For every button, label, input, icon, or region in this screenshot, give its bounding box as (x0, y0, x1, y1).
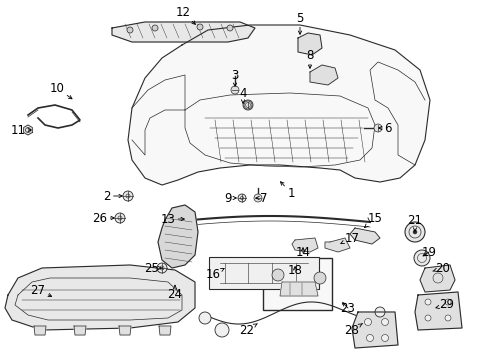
Polygon shape (325, 238, 350, 252)
Circle shape (115, 213, 125, 223)
Text: 22: 22 (240, 324, 257, 337)
Circle shape (244, 101, 252, 109)
Circle shape (157, 263, 167, 273)
Polygon shape (158, 205, 198, 268)
Circle shape (375, 307, 385, 317)
Circle shape (272, 269, 284, 281)
Circle shape (374, 124, 382, 132)
Circle shape (445, 299, 451, 305)
Circle shape (425, 299, 431, 305)
Polygon shape (292, 238, 318, 252)
Text: 1: 1 (281, 182, 295, 199)
Text: 14: 14 (295, 247, 311, 260)
Text: 5: 5 (296, 12, 304, 34)
Polygon shape (34, 326, 46, 335)
Circle shape (231, 86, 239, 94)
Circle shape (215, 323, 229, 337)
FancyBboxPatch shape (263, 258, 332, 310)
Text: 13: 13 (161, 212, 184, 225)
Text: 26: 26 (93, 212, 114, 225)
Circle shape (367, 334, 373, 342)
Circle shape (382, 334, 389, 342)
Circle shape (413, 230, 417, 234)
Text: 4: 4 (239, 86, 247, 103)
Circle shape (254, 194, 262, 202)
Circle shape (382, 319, 389, 325)
Polygon shape (415, 292, 462, 330)
Circle shape (238, 194, 246, 202)
Circle shape (199, 312, 211, 324)
Text: 12: 12 (175, 5, 196, 24)
Text: 20: 20 (433, 261, 450, 274)
Polygon shape (310, 65, 338, 85)
Circle shape (197, 24, 203, 30)
Text: 7: 7 (256, 192, 268, 204)
Circle shape (243, 100, 253, 110)
Text: 18: 18 (288, 264, 302, 276)
Text: 10: 10 (49, 81, 72, 99)
Polygon shape (24, 125, 32, 135)
Polygon shape (159, 326, 171, 335)
Polygon shape (298, 33, 322, 55)
Text: 2: 2 (103, 189, 122, 202)
Text: 3: 3 (231, 68, 239, 86)
Polygon shape (128, 25, 430, 185)
Polygon shape (119, 326, 131, 335)
Circle shape (445, 315, 451, 321)
Circle shape (405, 222, 425, 242)
Text: 17: 17 (341, 231, 360, 244)
Text: 15: 15 (365, 212, 382, 228)
Text: 23: 23 (341, 302, 355, 315)
Polygon shape (5, 265, 195, 330)
Polygon shape (112, 22, 255, 42)
FancyBboxPatch shape (209, 257, 319, 289)
Text: 9: 9 (224, 192, 236, 204)
Text: 8: 8 (306, 49, 314, 68)
Text: 21: 21 (408, 213, 422, 231)
Text: 19: 19 (421, 246, 437, 258)
Polygon shape (420, 265, 455, 292)
Polygon shape (280, 282, 318, 296)
Circle shape (414, 250, 430, 266)
Polygon shape (350, 228, 380, 244)
Text: 6: 6 (379, 122, 392, 135)
Text: 25: 25 (145, 261, 162, 274)
Circle shape (314, 272, 326, 284)
Circle shape (123, 191, 133, 201)
Polygon shape (352, 312, 398, 348)
Text: 27: 27 (30, 284, 51, 297)
Text: 11: 11 (10, 123, 31, 136)
Text: 28: 28 (344, 324, 362, 337)
Circle shape (152, 25, 158, 31)
Circle shape (365, 319, 371, 325)
Circle shape (127, 27, 133, 33)
Text: 29: 29 (436, 298, 455, 311)
Circle shape (227, 25, 233, 31)
Circle shape (425, 315, 431, 321)
Text: 24: 24 (168, 285, 182, 302)
Text: 16: 16 (205, 267, 224, 280)
Polygon shape (74, 326, 86, 335)
